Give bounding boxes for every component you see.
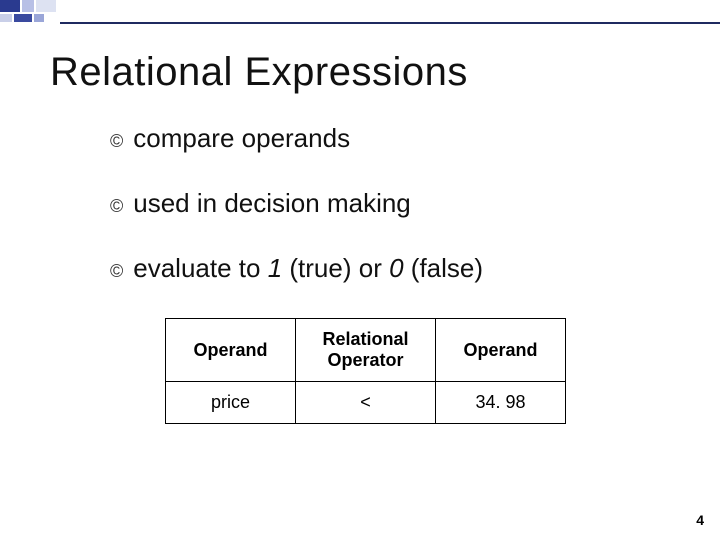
table-cell: < — [296, 382, 436, 424]
bullet-text: evaluate to 1 (true) or 0 (false) — [133, 253, 483, 284]
table-row: price<34. 98 — [166, 382, 566, 424]
table-header-cell: Operand — [436, 319, 566, 382]
slide-content: Relational Expressions © compare operands… — [0, 0, 720, 540]
relational-table-wrap: OperandRelational OperatorOperand price<… — [165, 318, 670, 424]
bullet-icon: © — [110, 261, 123, 282]
bullet-item: © evaluate to 1 (true) or 0 (false) — [110, 253, 670, 284]
bullet-list: © compare operands © used in decision makin… — [110, 123, 670, 284]
table-header-cell: Relational Operator — [296, 319, 436, 382]
bullet-item: © compare operands — [110, 123, 670, 154]
bullet-icon: © — [110, 196, 123, 217]
table-cell: 34. 98 — [436, 382, 566, 424]
bullet-text: used in decision making — [133, 188, 411, 219]
bullet-icon: © — [110, 131, 123, 152]
relational-table: OperandRelational OperatorOperand price<… — [165, 318, 566, 424]
table-cell: price — [166, 382, 296, 424]
bullet-item: © used in decision making — [110, 188, 670, 219]
bullet-text: compare operands — [133, 123, 350, 154]
table-header-cell: Operand — [166, 319, 296, 382]
page-number: 4 — [696, 512, 704, 528]
slide-title: Relational Expressions — [50, 50, 670, 95]
table-header-row: OperandRelational OperatorOperand — [166, 319, 566, 382]
